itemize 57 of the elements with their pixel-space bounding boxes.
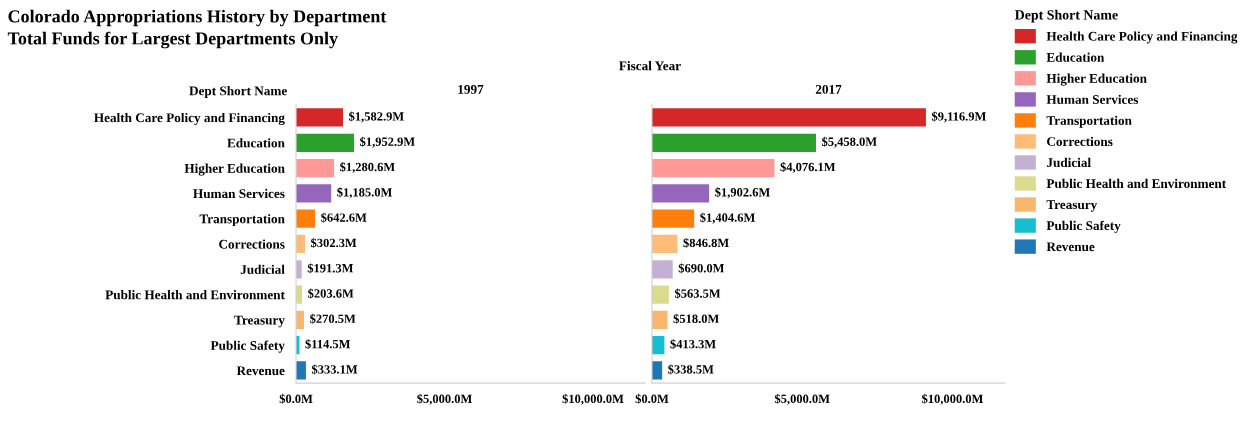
data-label: $1,185.0M: [337, 187, 392, 199]
x-tick-label: $0.0M: [279, 393, 313, 404]
data-label: $302.3M: [311, 237, 357, 248]
y-tick-label: Health Care Policy and Financing: [94, 112, 285, 125]
y-tick-label: Education: [227, 138, 285, 148]
x-tick-label: $0.0M: [635, 393, 669, 404]
legend-label: Corrections: [1047, 136, 1113, 147]
text: Colorado Appropriations History by Department: [8, 9, 387, 27]
data-label: $846.8M: [683, 237, 729, 248]
legend-label: Higher Education: [1046, 73, 1147, 86]
y-tick-label: Public Safety: [210, 340, 285, 353]
data-label: $9,116.9M: [931, 111, 986, 123]
data-label: $4,076.1M: [780, 162, 836, 174]
x-tick-label: $5,000.0M: [774, 393, 830, 405]
data-label: $5,458.0M: [821, 136, 877, 148]
chart-title: 2017: [815, 84, 842, 94]
y-tick-label: Judicial: [240, 264, 285, 275]
data-label: $642.6M: [321, 212, 367, 223]
legend-label: Public Safety: [1046, 220, 1121, 233]
legend-label: Treasury: [1046, 200, 1098, 212]
data-label: $1,280.6M: [340, 162, 395, 174]
data-label: $338.5M: [668, 364, 714, 375]
data-label: $270.5M: [310, 313, 356, 324]
data-label: $413.3M: [670, 339, 716, 350]
legend-label: Education: [1046, 52, 1105, 62]
text: Fiscal Year: [619, 61, 681, 71]
y-tick-label: Higher Education: [184, 163, 285, 176]
data-label: $114.5M: [305, 339, 351, 350]
y-tick-label: Transportation: [199, 214, 285, 227]
x-tick-label: $5,000.0M: [417, 393, 472, 405]
y-tick-label: Corrections: [219, 239, 285, 249]
data-label: $690.0M: [678, 263, 725, 274]
x-tick-label: $10,000.0M: [922, 393, 984, 405]
data-label: $1,952.9M: [360, 136, 415, 148]
data-label: $1,902.6M: [715, 187, 770, 199]
x-tick-label: $10,000.0M: [562, 393, 624, 405]
legend-label: Health Care Policy and Financing: [1046, 31, 1238, 44]
data-label: $563.5M: [674, 288, 721, 299]
data-label: $203.6M: [308, 288, 354, 299]
legend-label: Revenue: [1046, 242, 1095, 252]
legend-label: Public Health and Environment: [1046, 178, 1227, 189]
legend-label: Transportation: [1046, 115, 1132, 128]
data-label: $333.1M: [311, 364, 358, 375]
y-tick-label: Treasury: [234, 315, 285, 328]
text: Total Funds for Largest Departments Only: [7, 31, 338, 49]
y-tick-label: Public Health and Environment: [105, 289, 285, 300]
legend-label: Judicial: [1046, 157, 1091, 168]
data-label: $191.3M: [307, 263, 354, 274]
data-label: $1,582.9M: [349, 111, 404, 123]
legend-title: Dept Short Name: [1014, 9, 1118, 23]
y-tick-label: Revenue: [236, 366, 285, 376]
y-tick-label: Human Services: [193, 188, 285, 199]
legend-label: Human Services: [1046, 94, 1139, 105]
text: Dept Short Name: [189, 86, 287, 98]
data-label: $1,404.6M: [700, 212, 755, 224]
chart-title: 1997: [458, 84, 484, 94]
data-label: $518.0M: [673, 313, 719, 324]
